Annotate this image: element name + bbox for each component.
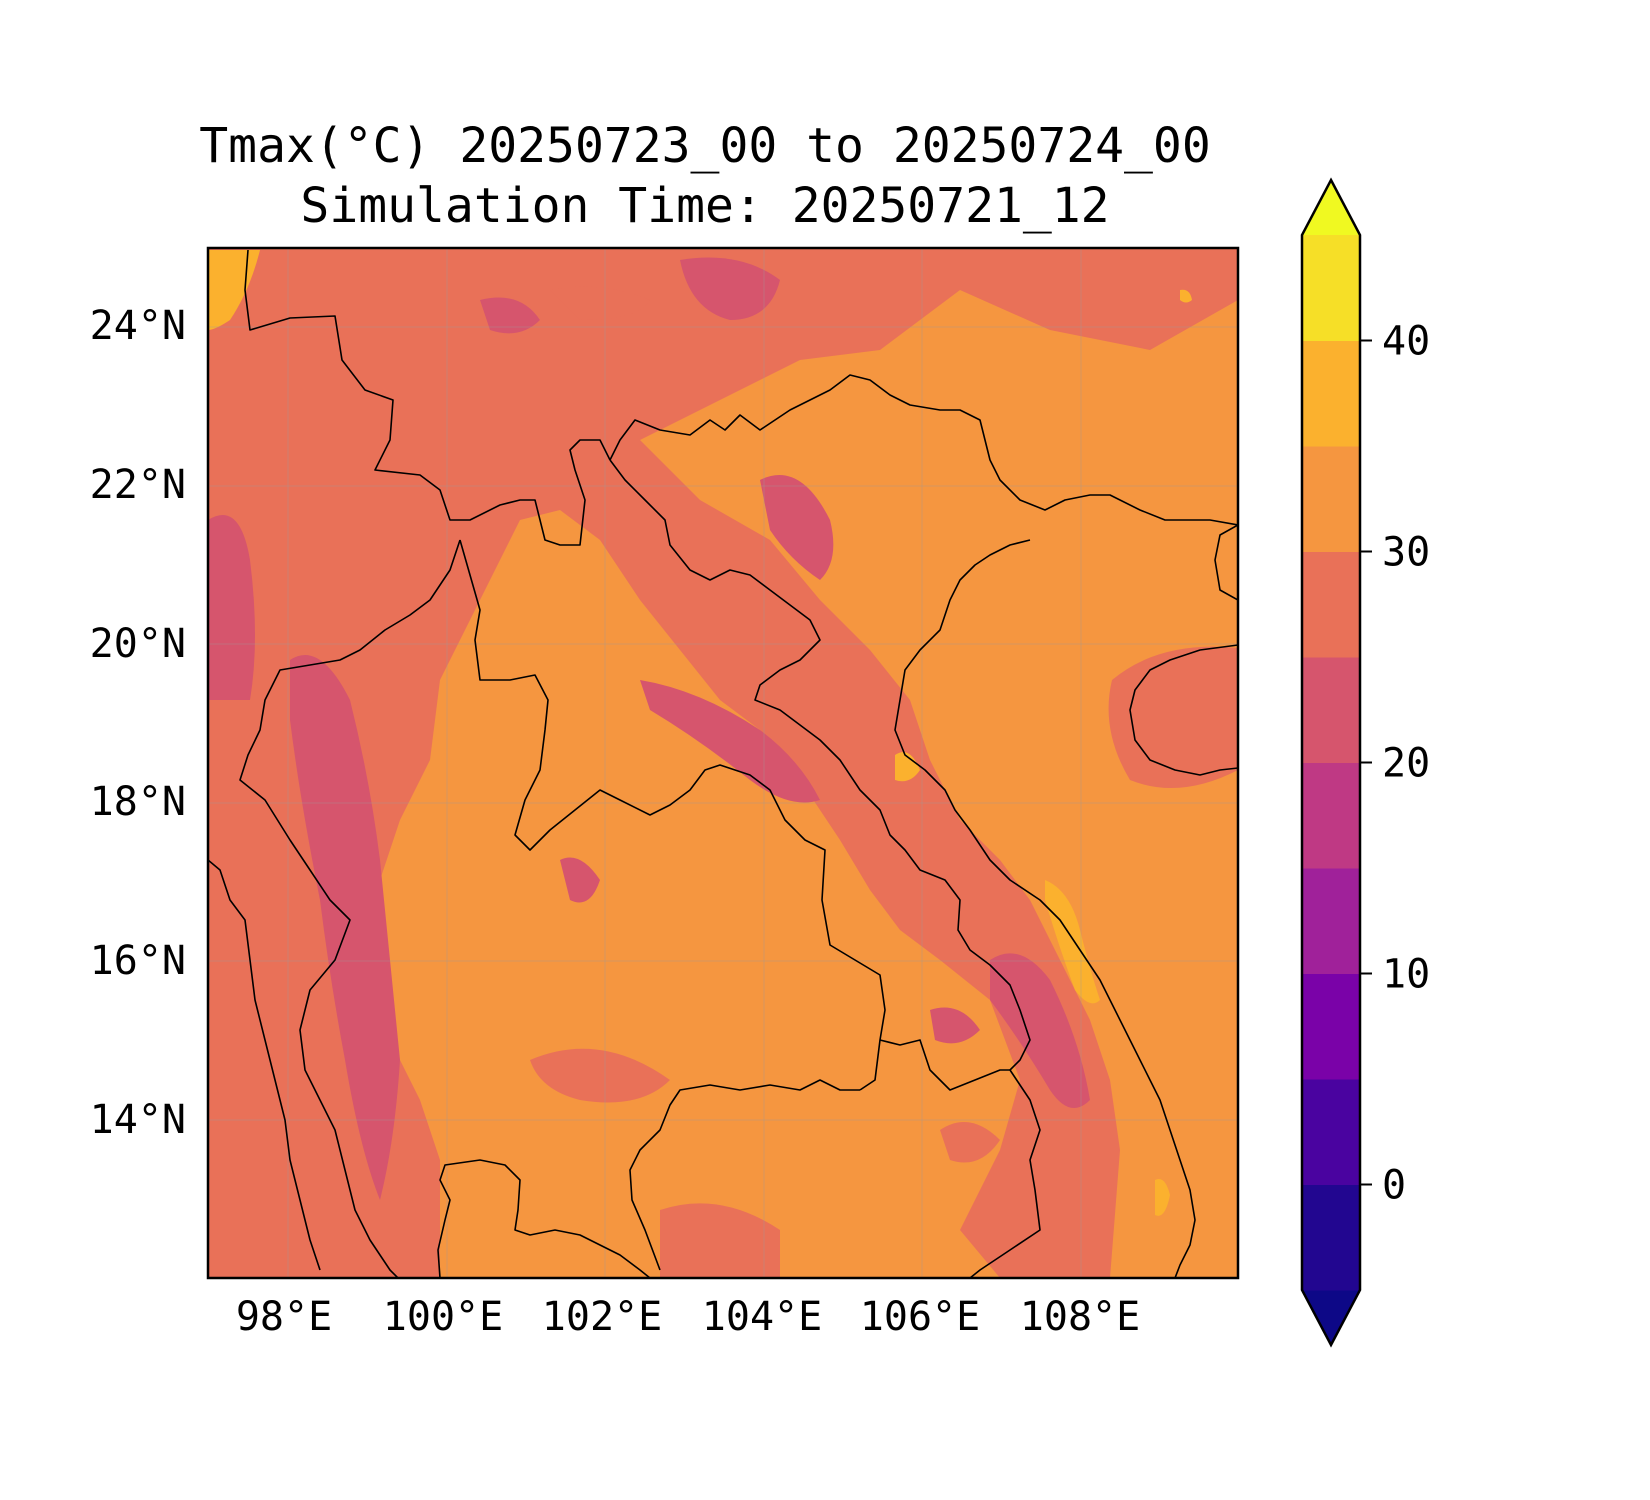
thailand-laos-border xyxy=(459,539,886,1091)
thailand-cambodia-border xyxy=(629,1079,860,1271)
colorbar-band xyxy=(1302,235,1360,341)
lon-label: 100°E xyxy=(383,1294,503,1340)
lon-label: 98°E xyxy=(236,1294,332,1340)
lon-label: 106°E xyxy=(860,1294,980,1340)
colorbar-band xyxy=(1302,973,1360,1080)
hainan-coast xyxy=(1129,644,1238,776)
temperature-map xyxy=(206,246,1240,1280)
band-20-25 xyxy=(208,257,1090,1200)
lat-label: 18°N xyxy=(90,779,186,825)
map-subtitle: Simulation Time: 20250721_12 xyxy=(300,178,1110,234)
colorbar-band xyxy=(1302,551,1360,658)
china-myanmar-border xyxy=(244,249,611,546)
cambodia-vietnam-border xyxy=(879,1039,1041,1278)
colorbar-tick-label: 30 xyxy=(1382,530,1430,576)
colorbar-tick-label: 40 xyxy=(1382,319,1430,365)
map-frame xyxy=(206,246,1240,1280)
colorbar-extend-under xyxy=(1302,1290,1360,1345)
colorbar-band xyxy=(1302,657,1360,763)
colorbar-band xyxy=(1302,762,1360,869)
colorbar-extend-over xyxy=(1302,180,1360,235)
lat-label: 20°N xyxy=(90,621,186,667)
lon-label: 102°E xyxy=(542,1294,662,1340)
vietnam-coast xyxy=(894,524,1238,1278)
map-title: Tmax(°C) 20250723_00 to 20250724_00 xyxy=(199,118,1211,174)
colorbar-band xyxy=(1302,1079,1360,1185)
laos-vietnam-border xyxy=(609,459,1031,1071)
colorbar-band xyxy=(1302,446,1360,552)
gulf-of-thailand-coast xyxy=(437,1159,651,1278)
colorbar-tick-label: 10 xyxy=(1382,952,1430,998)
colorbar: 0 10 20 30 40 xyxy=(1300,177,1430,1348)
colorbar-band xyxy=(1302,340,1360,447)
lon-label: 104°E xyxy=(702,1294,822,1340)
china-laos-vietnam-border xyxy=(609,374,1238,526)
lat-label: 22°N xyxy=(90,462,186,508)
lat-label: 14°N xyxy=(90,1097,186,1143)
gridlines xyxy=(208,248,1238,1278)
colorbar-band xyxy=(1302,1184,1360,1291)
temperature-fields xyxy=(208,248,1238,1278)
borders-and-coastlines xyxy=(208,249,1238,1278)
colorbar-outline xyxy=(1300,177,1362,1348)
lat-label: 24°N xyxy=(90,303,186,349)
colorbar-tick-label: 20 xyxy=(1382,741,1430,787)
myanmar-thailand-border xyxy=(239,539,461,1278)
myanmar-coast xyxy=(208,859,321,1271)
lon-label: 108°E xyxy=(1020,1294,1140,1340)
lat-label: 16°N xyxy=(90,938,186,984)
lat-axis-labels: 14°N 16°N 18°N 20°N 22°N 24°N xyxy=(90,303,186,1143)
colorbar-band xyxy=(1302,868,1360,974)
lon-axis-labels: 98°E 100°E 102°E 104°E 106°E 108°E xyxy=(236,1294,1140,1340)
colorbar-tick-label: 0 xyxy=(1382,1163,1406,1209)
